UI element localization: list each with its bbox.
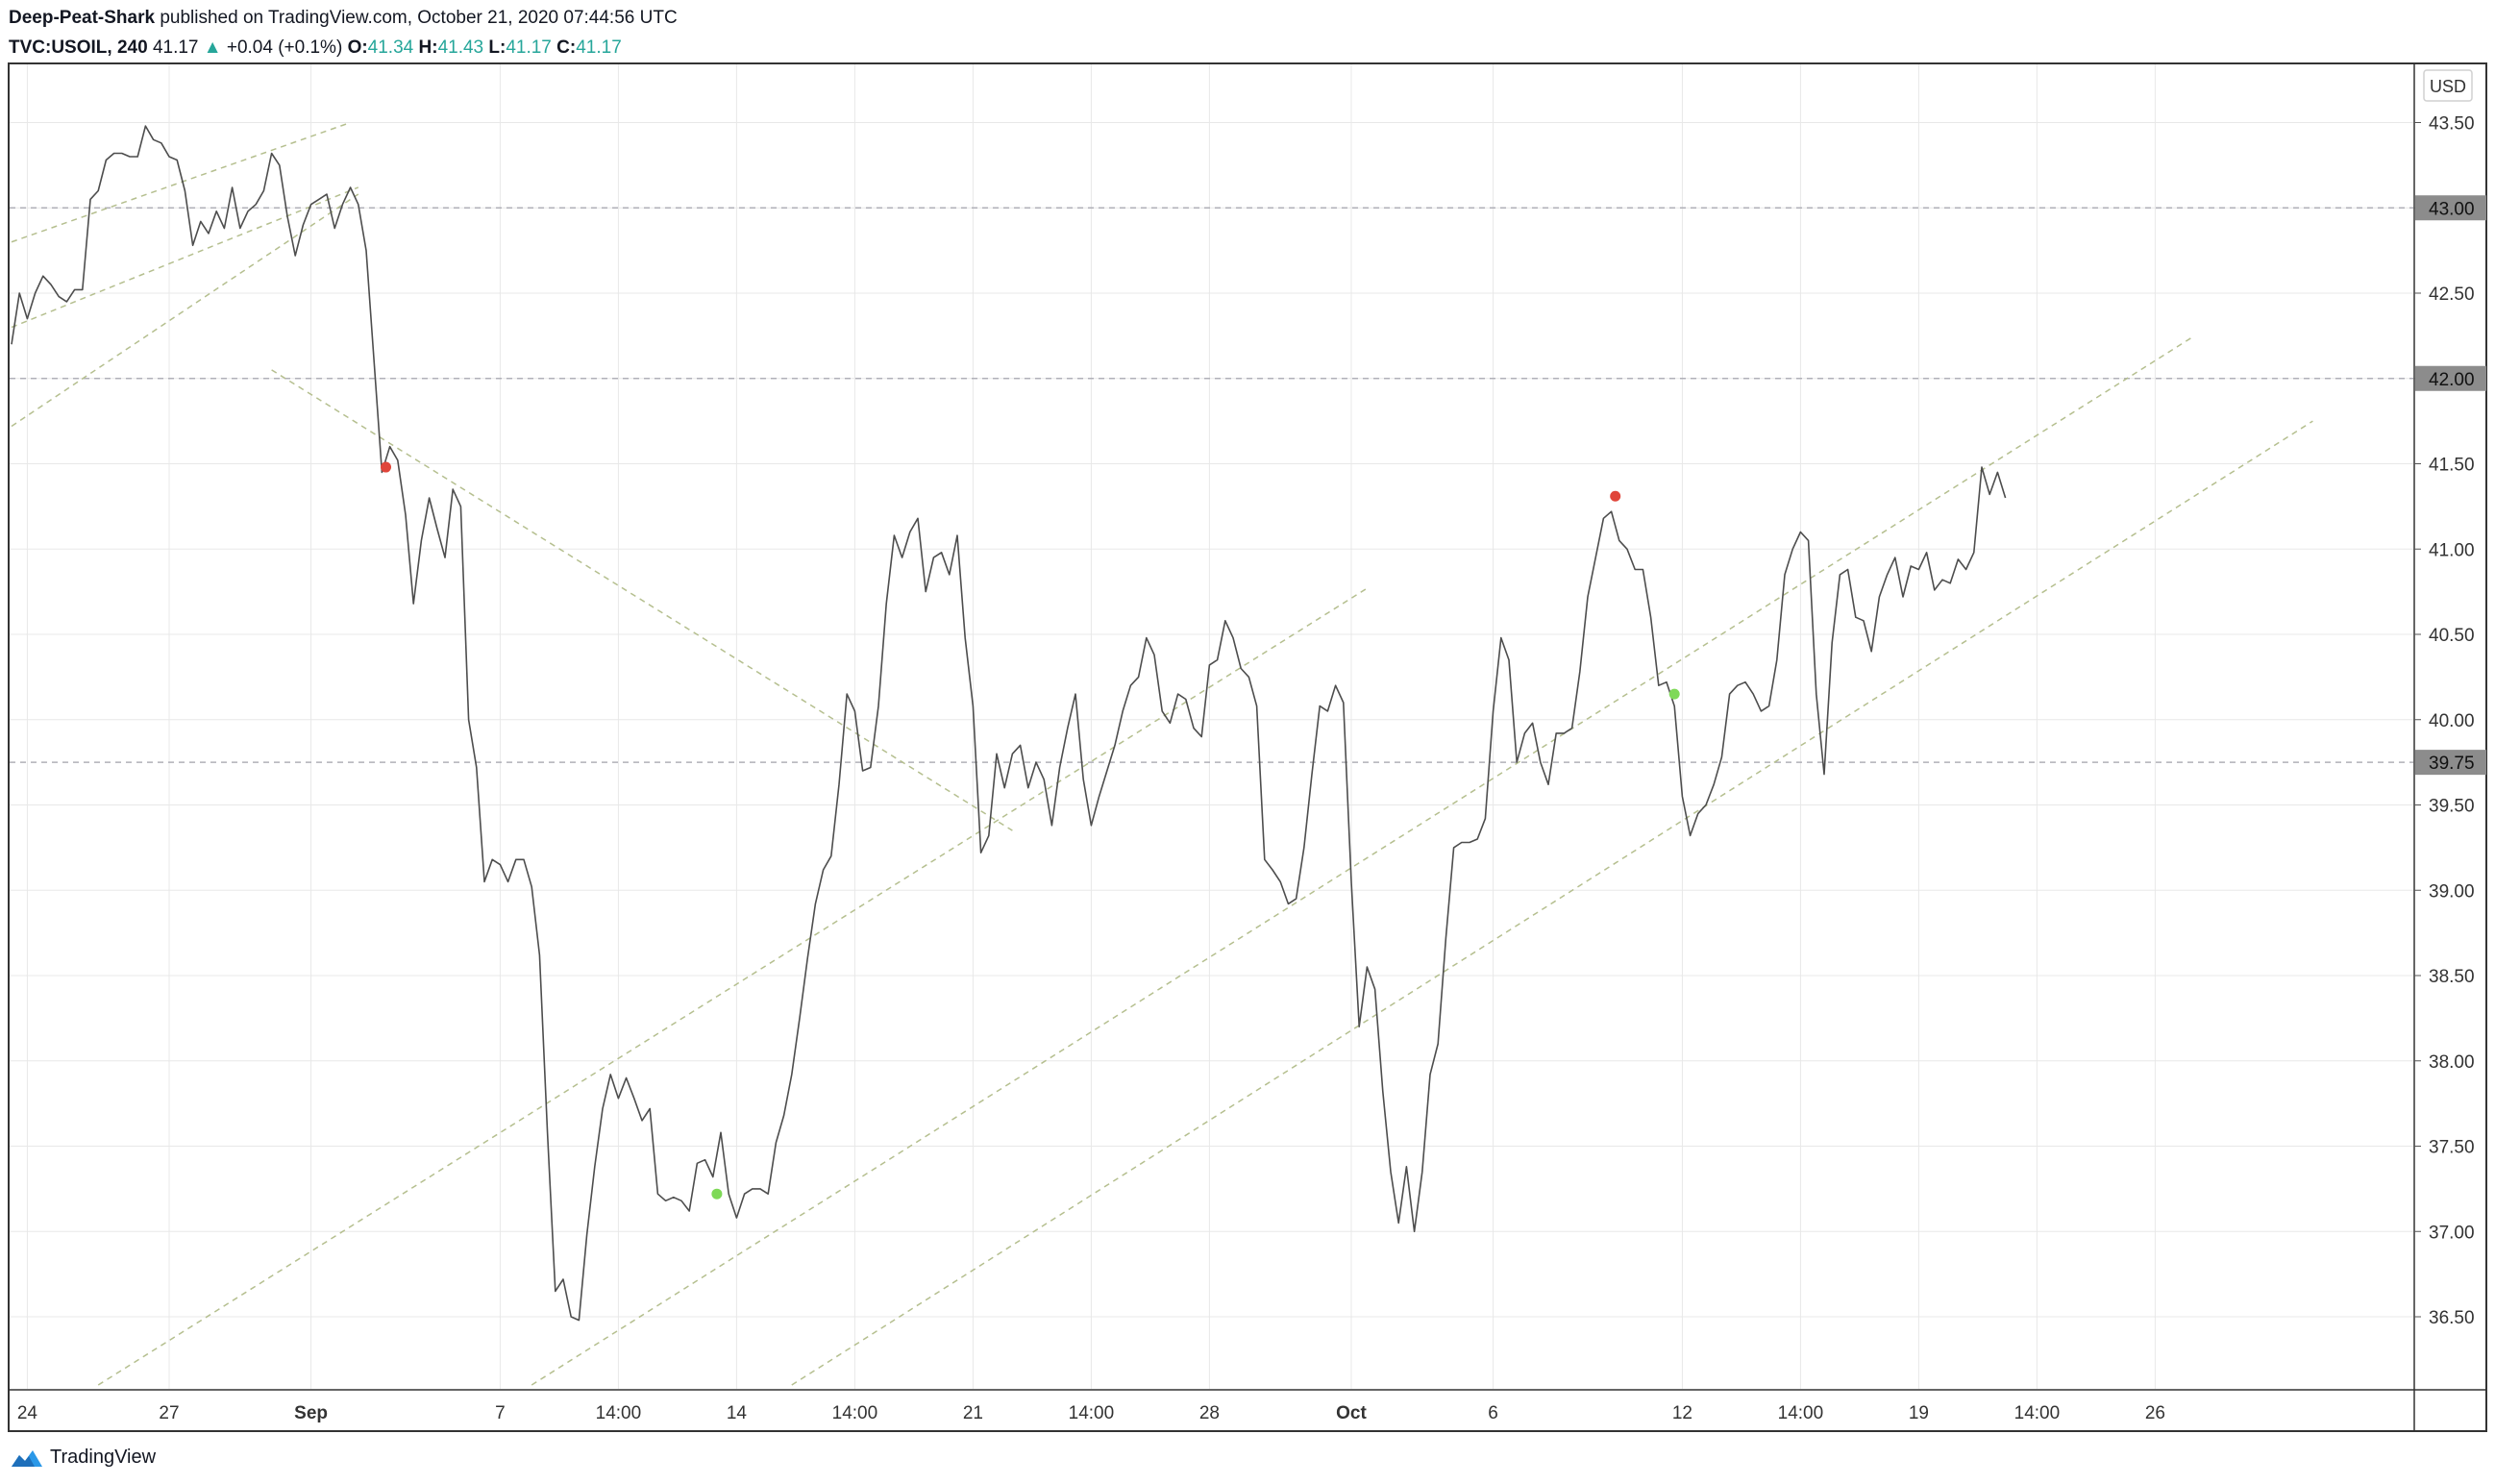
ohlc-line: TVC:USOIL, 240 41.17 ▲ +0.04 (+0.1%) O:4… [9,36,678,60]
x-tick-label: 14:00 [2014,1403,2061,1423]
change-value: +0.04 (+0.1%) [226,37,343,58]
open-label: O: [347,37,368,58]
y-tick-label: 43.50 [2429,114,2475,135]
price-line-label-box [2415,365,2486,391]
chart-header: Deep-Peat-Shark published on TradingView… [9,6,678,60]
price-series [11,125,2007,1322]
publish-line: Deep-Peat-Shark published on TradingView… [9,6,678,30]
x-tick-label: 21 [963,1403,983,1423]
close-value: 41.17 [576,37,622,58]
x-tick-label: 28 [1199,1403,1220,1423]
channel-line [11,193,359,428]
y-tick-label: 39.00 [2429,881,2475,902]
horizontal-price-lines [10,207,2413,763]
price-line-label-box [2415,750,2486,776]
y-tick-label: 38.00 [2429,1052,2475,1073]
buy-signal-dot [711,1188,723,1200]
y-tick-label: 41.50 [2429,456,2475,476]
tradingview-logo-icon [12,1449,42,1467]
brand-name: TradingView [50,1447,157,1468]
y-tick-label: 36.50 [2429,1308,2475,1328]
x-tick-label: 27 [159,1403,179,1423]
price-line-label: 42.00 [2429,370,2475,390]
price-line [11,125,2007,1322]
last-price: 41.17 [152,37,199,58]
x-tick-label: 14:00 [832,1403,878,1423]
y-tick-label: 42.50 [2429,284,2475,305]
low-value: 41.17 [506,37,552,58]
buy-signal-dot [1668,688,1680,700]
y-tick-label: 40.00 [2429,711,2475,731]
up-arrow-icon: ▲ [203,37,222,58]
x-tick-label: 19 [1909,1403,1929,1423]
plot-frame [8,62,2487,1432]
channel-line [11,121,351,243]
x-tick-label: 14:00 [1069,1403,1115,1423]
y-tick-label: 37.50 [2429,1138,2475,1158]
low-label: L: [488,37,506,58]
channel-line [271,369,1013,831]
high-label: H: [418,37,438,58]
price-line-label-box [2415,195,2486,221]
close-label: C: [556,37,577,58]
channel-line [791,420,2313,1386]
channel-line [531,334,2195,1386]
x-tick-label: Sep [294,1403,328,1423]
y-tick-label: 38.50 [2429,967,2475,987]
sell-signal-dot [381,461,391,473]
x-tick-label: 14:00 [1778,1403,1824,1423]
tradingview-brand[interactable]: TradingView [10,1447,156,1469]
x-tick-label: 14 [727,1403,748,1423]
currency-button[interactable]: USD [2423,69,2473,102]
trend-channel-lines [11,121,2313,1386]
y-tick-label: 39.50 [2429,797,2475,817]
currency-label: USD [2430,77,2466,96]
grid-lines [10,64,2413,1389]
x-tick-label: Oct [1336,1403,1367,1423]
author-name[interactable]: Deep-Peat-Shark [9,8,156,28]
high-value: 41.43 [437,37,484,58]
x-tick-label: 12 [1672,1403,1692,1423]
y-tick-label: 37.00 [2429,1223,2475,1243]
sell-signal-dot [1610,490,1621,502]
channel-line [97,587,1368,1386]
y-tick-label: 40.50 [2429,626,2475,646]
signal-markers [381,461,1680,1200]
price-line-label: 39.75 [2429,754,2475,774]
x-tick-label: 7 [495,1403,506,1423]
symbol-label: TVC:USOIL, 240 [9,37,148,58]
channel-line [11,186,359,329]
y-tick-label: 41.00 [2429,540,2475,560]
published-text: published on TradingView.com, October 21… [160,8,678,28]
price-line-label: 43.00 [2429,199,2475,219]
x-tick-label: 6 [1488,1403,1498,1423]
x-tick-label: 26 [2145,1403,2165,1423]
x-tick-label: 24 [17,1403,38,1423]
open-value: 41.34 [367,37,414,58]
price-axis[interactable]: 43.50 43.00 42.50 42.00 41.50 41.00 40.50 40.00… [2414,114,2486,1329]
x-tick-label: 14:00 [596,1403,642,1423]
time-axis[interactable]: 24 27 Sep 7 14:00 14 14:00 21 14:00 28 Oct 6 12 14:00… [17,1403,2165,1423]
